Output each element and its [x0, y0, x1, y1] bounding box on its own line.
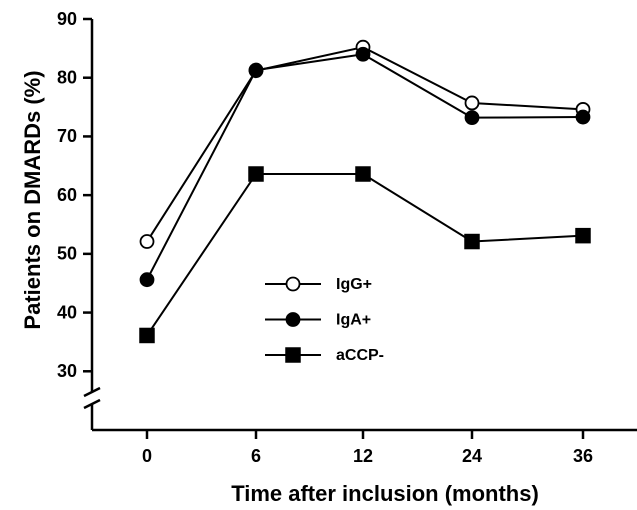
data-point: [248, 62, 264, 78]
y-tick-label: 70: [57, 126, 77, 146]
y-tick-label: 60: [57, 185, 77, 205]
data-point: [139, 272, 155, 288]
data-point: [248, 166, 264, 182]
data-point: [464, 95, 480, 111]
legend-marker: [285, 312, 301, 327]
x-tick-label: 6: [251, 446, 261, 466]
data-point: [139, 327, 155, 344]
y-tick-label: 50: [57, 244, 77, 264]
series-line: [146, 46, 584, 243]
legend-marker: [285, 347, 301, 363]
data-point: [464, 233, 480, 250]
data-point: [575, 227, 591, 244]
y-tick-label: 90: [57, 9, 77, 29]
legend-marker: [285, 276, 301, 292]
legend-label: IgA+: [336, 312, 371, 329]
y-tick-label: 30: [57, 361, 77, 381]
axis-break: [83, 386, 101, 398]
legend-label: IgG+: [336, 276, 372, 293]
y-tick-label: 40: [57, 302, 77, 322]
data-point: [355, 46, 371, 62]
data-point: [575, 109, 591, 125]
x-tick-label: 24: [462, 446, 482, 466]
x-axis-title: Time after inclusion (months): [231, 481, 539, 506]
data-point: [139, 234, 155, 249]
x-tick-label: 36: [573, 446, 593, 466]
x-tick-label: 12: [353, 446, 373, 466]
data-point: [464, 110, 480, 126]
data-point: [355, 166, 371, 182]
y-tick-label: 80: [57, 67, 77, 87]
y-axis-title: Patients on DMARDs (%): [20, 70, 45, 329]
x-tick-label: 0: [142, 446, 152, 466]
legend-label: aCCP-: [336, 347, 384, 364]
axis-break: [83, 398, 101, 410]
